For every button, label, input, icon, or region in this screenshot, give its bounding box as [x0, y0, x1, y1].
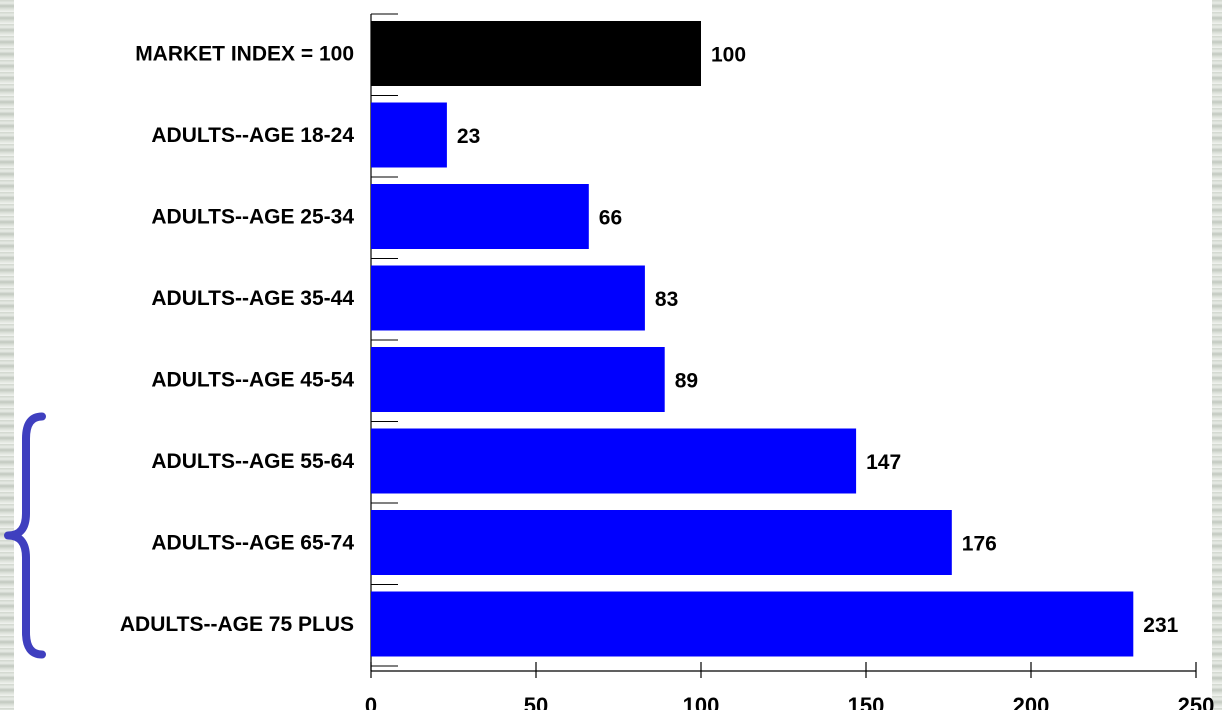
value-label: 147 — [866, 451, 901, 474]
x-tick-label: 0 — [365, 693, 377, 710]
value-label: 83 — [655, 288, 678, 311]
right-edge-texture — [1212, 0, 1222, 710]
x-tick-label: 150 — [848, 693, 885, 710]
bar — [371, 265, 645, 331]
x-tick-label: 250 — [1178, 693, 1215, 710]
value-label: 100 — [711, 44, 746, 67]
bar — [371, 184, 589, 249]
category-label: ADULTS--AGE 18-24 — [151, 124, 354, 147]
x-tick-label: 100 — [683, 693, 720, 710]
category-label: ADULTS--AGE 75 PLUS — [120, 613, 354, 636]
value-label: 23 — [457, 125, 480, 148]
bar — [371, 510, 952, 575]
value-label: 231 — [1143, 614, 1178, 637]
category-label: ADULTS--AGE 25-34 — [151, 206, 354, 229]
x-tick-label: 50 — [524, 693, 548, 710]
value-label: 176 — [962, 533, 997, 556]
value-label: 66 — [599, 207, 622, 230]
category-label: MARKET INDEX = 100 — [135, 43, 354, 66]
bar — [371, 21, 701, 86]
category-label: ADULTS--AGE 65-74 — [151, 532, 354, 555]
bar — [371, 347, 665, 412]
x-tick-label: 200 — [1013, 693, 1050, 710]
value-label: 89 — [675, 370, 698, 393]
bracket-brace — [4, 412, 46, 659]
category-label: ADULTS--AGE 45-54 — [151, 369, 354, 392]
category-label: ADULTS--AGE 35-44 — [151, 287, 354, 310]
bar — [371, 428, 857, 494]
bar — [371, 102, 447, 168]
category-label: ADULTS--AGE 55-64 — [151, 450, 354, 473]
bar — [371, 591, 1134, 657]
